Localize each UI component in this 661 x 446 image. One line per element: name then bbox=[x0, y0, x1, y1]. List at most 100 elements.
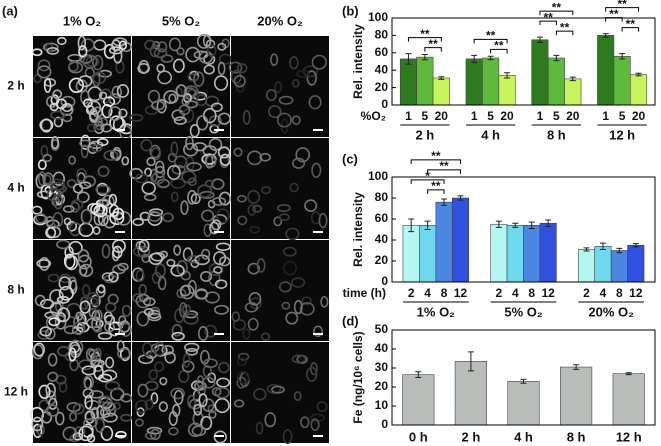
cell bbox=[96, 138, 109, 147]
cell bbox=[214, 304, 229, 315]
cell bbox=[108, 106, 122, 121]
cell bbox=[160, 54, 174, 63]
error-bar bbox=[599, 242, 606, 250]
cell bbox=[215, 242, 231, 251]
row-label: 8 h bbox=[7, 283, 24, 297]
cell bbox=[146, 426, 163, 435]
micrograph bbox=[228, 36, 329, 137]
cell bbox=[187, 177, 197, 186]
cell bbox=[37, 171, 47, 186]
plot-frame bbox=[391, 17, 656, 106]
cell bbox=[66, 179, 77, 188]
cell bbox=[158, 401, 169, 412]
plot-frame bbox=[391, 176, 656, 283]
panel-label: (c) bbox=[342, 151, 358, 166]
series-tick-label: 5 bbox=[619, 109, 626, 123]
cell bbox=[45, 404, 59, 417]
x-tick-label: 4 h bbox=[481, 127, 500, 142]
cell bbox=[214, 387, 230, 399]
cell bbox=[153, 341, 166, 356]
micrograph bbox=[29, 339, 133, 443]
cell bbox=[175, 84, 187, 97]
cell bbox=[181, 360, 195, 373]
cell bbox=[259, 152, 271, 162]
bar bbox=[594, 246, 612, 283]
cell bbox=[219, 153, 232, 166]
series-tick-label: 4 bbox=[512, 286, 519, 300]
cell bbox=[150, 392, 159, 405]
cell bbox=[51, 181, 65, 197]
error-bar bbox=[625, 372, 632, 376]
cell bbox=[112, 146, 122, 161]
panel-label: (a) bbox=[2, 3, 18, 18]
cell bbox=[120, 393, 133, 403]
significance-label: ** bbox=[439, 159, 449, 173]
cell bbox=[135, 173, 149, 184]
series-tick-label: 20 bbox=[435, 109, 449, 123]
cell bbox=[40, 118, 53, 133]
bar bbox=[613, 55, 631, 106]
bar bbox=[612, 373, 645, 426]
error-bar bbox=[441, 198, 448, 206]
cell bbox=[36, 423, 45, 436]
cell bbox=[168, 37, 181, 52]
significance-label: ** bbox=[617, 0, 627, 11]
cell bbox=[271, 385, 285, 394]
cell bbox=[202, 34, 212, 48]
error-bar bbox=[512, 222, 519, 228]
cell bbox=[112, 264, 126, 275]
cell bbox=[282, 429, 293, 445]
y-tick-label: 30 bbox=[375, 360, 389, 374]
cell bbox=[99, 395, 109, 404]
cell bbox=[144, 399, 154, 411]
cell bbox=[276, 204, 291, 213]
cell bbox=[105, 356, 115, 369]
cell bbox=[99, 406, 111, 418]
cell bbox=[181, 108, 195, 123]
row-label: 4 h bbox=[7, 181, 24, 195]
bar bbox=[523, 225, 541, 283]
cell bbox=[62, 426, 78, 441]
cell bbox=[68, 77, 85, 93]
cell bbox=[148, 252, 163, 265]
cell bbox=[202, 364, 212, 378]
series-tick-label: 2 bbox=[408, 286, 415, 300]
cell bbox=[266, 384, 282, 394]
cell bbox=[301, 296, 312, 306]
error-bar bbox=[553, 54, 560, 62]
cell bbox=[320, 295, 329, 308]
cell bbox=[105, 302, 117, 313]
cell bbox=[173, 116, 187, 125]
cell bbox=[253, 388, 267, 401]
error-bar bbox=[536, 36, 543, 43]
cell bbox=[295, 147, 311, 163]
cell bbox=[236, 371, 250, 384]
cell bbox=[156, 41, 168, 53]
cell bbox=[274, 81, 282, 94]
cell bbox=[85, 55, 100, 68]
cell bbox=[244, 301, 259, 313]
cell bbox=[142, 297, 156, 307]
cell bbox=[38, 257, 50, 271]
plot-frame bbox=[391, 329, 656, 426]
significance-label: ** bbox=[626, 17, 636, 31]
cell bbox=[36, 259, 52, 268]
cell bbox=[237, 352, 250, 361]
cell bbox=[101, 103, 113, 119]
cell bbox=[97, 165, 110, 178]
significance-bracket bbox=[410, 159, 461, 164]
bar bbox=[506, 225, 524, 283]
cell bbox=[189, 124, 200, 138]
cell bbox=[235, 83, 245, 93]
cell bbox=[242, 328, 251, 340]
cell bbox=[98, 373, 113, 383]
panel-label: (d) bbox=[342, 313, 359, 328]
significance-bracket bbox=[427, 169, 461, 174]
series-tick-label: 20 bbox=[500, 109, 514, 123]
cell bbox=[217, 42, 227, 51]
cell bbox=[80, 208, 93, 225]
micrograph-background bbox=[231, 240, 329, 341]
cell bbox=[135, 269, 145, 283]
cell bbox=[264, 412, 277, 428]
significance-label: ** bbox=[552, 0, 562, 14]
